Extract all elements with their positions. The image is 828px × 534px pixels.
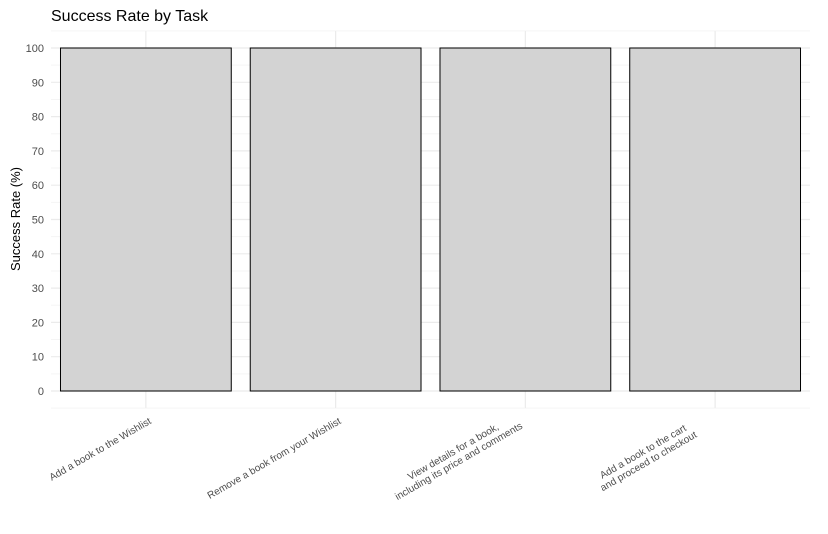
x-tick-label-line: and proceed to checkout: [599, 430, 700, 494]
y-tick-label: 80: [32, 112, 44, 124]
y-tick-label: 70: [32, 146, 44, 158]
bar: [439, 47, 612, 392]
y-axis-label: Success Rate (%): [8, 167, 23, 271]
y-tick-label: 100: [26, 43, 44, 55]
y-tick-label: 10: [32, 352, 44, 364]
x-tick-label-line: Remove a book from your Wishlist: [206, 416, 344, 502]
x-axis-ticks: Add a book to the Wishlist Remove a book …: [48, 416, 700, 503]
y-tick-label: 60: [32, 180, 44, 192]
x-tick-label: Remove a book from your Wishlist: [206, 416, 344, 502]
y-axis-ticks: 0 10 20 30 40 50 60 70 80 90 100: [26, 43, 44, 398]
bars: [59, 47, 802, 392]
y-tick-label: 90: [32, 77, 44, 89]
x-tick-label: Add a book to the Wishlist: [48, 416, 154, 483]
y-tick-label: 30: [32, 283, 44, 295]
y-tick-label: 50: [32, 215, 44, 227]
y-tick-label: 20: [32, 317, 44, 329]
x-tick-label-line: including its price and comments: [394, 421, 525, 503]
chart-title: Success Rate by Task: [51, 8, 209, 25]
bar: [249, 47, 422, 392]
y-tick-label: 0: [38, 386, 44, 398]
bar: [59, 47, 232, 392]
x-tick-label-line: View details for a book,: [406, 422, 501, 483]
bar: [629, 47, 802, 392]
x-tick-label-line: Add a book to the Wishlist: [48, 416, 154, 483]
y-tick-label: 40: [32, 249, 44, 261]
x-tick-label: View details for a book,including its pr…: [394, 421, 525, 503]
